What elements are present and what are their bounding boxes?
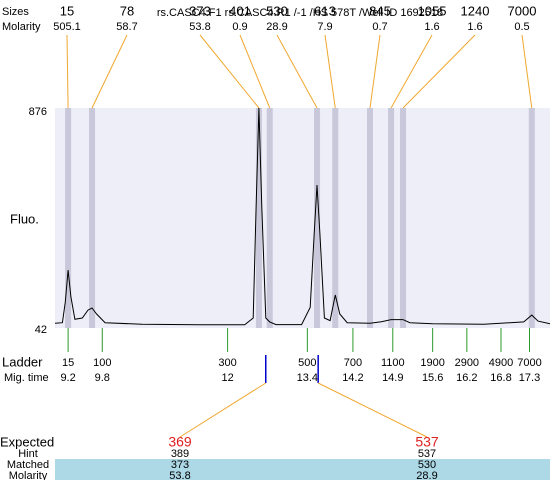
peak-size: 1055 (418, 3, 447, 18)
ladder-time: 13.4 (297, 372, 318, 384)
ladder-size: 2900 (455, 357, 479, 369)
peak-connector (91, 34, 128, 109)
peak-band (65, 108, 72, 328)
peak-size: 373 (189, 3, 211, 18)
peak-size: 401 (229, 3, 251, 18)
ladder-time: 9.2 (60, 372, 75, 384)
y-axis-label: Fluo. (10, 211, 39, 226)
ladder-size: 100 (93, 357, 111, 369)
ladder-time: 9.8 (95, 372, 110, 384)
peak-size: 1240 (461, 3, 490, 18)
peak-molarity: 7.9 (317, 21, 332, 33)
peak-connector (199, 34, 260, 109)
peak-size: 15 (60, 3, 74, 18)
ladder-size: 700 (344, 357, 362, 369)
peak-band (367, 108, 373, 328)
trace (54, 107, 550, 326)
ladder-time: 12 (221, 372, 233, 384)
plot-area (55, 108, 550, 328)
peak-connector (66, 34, 69, 109)
table-row-label: Hint (18, 448, 38, 460)
peak-connector (239, 34, 271, 109)
ladder-time: 16.8 (490, 372, 511, 384)
peak-size: 845 (369, 3, 391, 18)
ladder-size: 7000 (517, 357, 541, 369)
ladder-time: 16.2 (456, 372, 477, 384)
table-value: 530 (418, 459, 436, 471)
ladder-time: 14.2 (342, 372, 363, 384)
row-label: Mig. time (4, 372, 49, 384)
peak-connector (276, 34, 318, 109)
ladder-time: 17.3 (519, 372, 540, 384)
peak-band (266, 108, 273, 328)
peak-size: 7000 (508, 3, 537, 18)
peak-molarity: 0.7 (372, 21, 387, 33)
peak-connector (521, 34, 533, 109)
peak-band (89, 108, 96, 328)
ladder-time: 14.9 (382, 372, 403, 384)
table-row-label: Expected (0, 434, 54, 449)
table-value: 53.8 (169, 470, 190, 480)
table-row-label: Molarity (9, 470, 48, 480)
table-value: 369 (168, 434, 192, 450)
peak-molarity: 1.6 (467, 21, 482, 33)
peak-molarity: 28.9 (266, 21, 287, 33)
peak-connector (369, 34, 381, 109)
ladder-size: 1900 (420, 357, 444, 369)
peak-band (332, 108, 339, 328)
peak-size: 530 (266, 3, 288, 18)
ladder-size: 15 (62, 357, 74, 369)
peak-connector (402, 34, 476, 109)
table-value: 537 (415, 434, 439, 450)
peak-band (388, 108, 395, 328)
table-highlight (55, 459, 550, 480)
peak-molarity: 1.6 (424, 21, 439, 33)
peak-molarity: 0.5 (514, 21, 529, 33)
y-tick-label: 42 (35, 324, 47, 336)
chart-title: rs.CASC4.F1 rs.CASC4.R1 /-1 /HS 578T /We… (157, 7, 443, 19)
ladder-size: 300 (218, 357, 236, 369)
peak-band (255, 108, 262, 328)
peak-size: 78 (120, 3, 134, 18)
peak-band (314, 108, 321, 328)
table-value: 389 (171, 448, 189, 460)
peak-molarity: 53.8 (189, 21, 210, 33)
marker-connector (317, 382, 428, 438)
peak-band (400, 108, 407, 328)
table-value: 537 (418, 448, 436, 460)
table-value: 28.9 (416, 470, 437, 480)
row-label: Sizes (2, 6, 29, 18)
peak-molarity: 505.1 (53, 21, 81, 33)
table-value: 373 (171, 459, 189, 471)
row-label: Ladder (2, 354, 43, 369)
y-tick-label: 876 (29, 106, 47, 118)
marker-connector (179, 382, 267, 438)
peak-connector (324, 34, 336, 109)
table-row-label: Matched (7, 459, 49, 471)
ladder-time: 15.6 (422, 372, 443, 384)
ladder-size: 500 (298, 357, 316, 369)
peak-size: 613 (314, 3, 336, 18)
peak-molarity: 58.7 (116, 21, 137, 33)
ladder-size: 4900 (489, 357, 513, 369)
row-label: Molarity (2, 21, 41, 33)
ladder-size: 1100 (381, 357, 405, 369)
peak-connector (390, 34, 433, 109)
peak-band (528, 108, 535, 328)
peak-molarity: 0.9 (232, 21, 247, 33)
